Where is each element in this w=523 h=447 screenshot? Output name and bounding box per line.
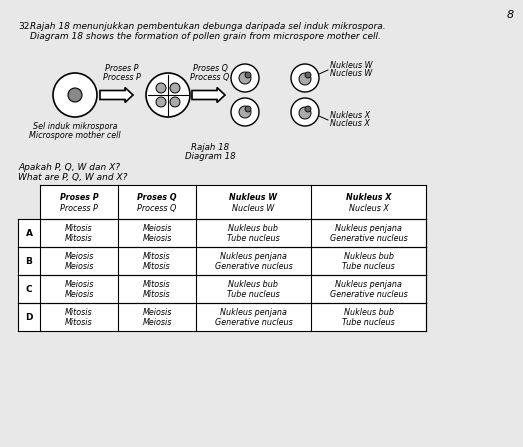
Circle shape bbox=[53, 73, 97, 117]
Text: Tube nucleus: Tube nucleus bbox=[227, 290, 280, 299]
Circle shape bbox=[291, 64, 319, 92]
Text: Tube nucleus: Tube nucleus bbox=[227, 234, 280, 243]
Circle shape bbox=[68, 88, 82, 102]
Text: Nukleus W: Nukleus W bbox=[230, 193, 278, 202]
Bar bbox=[18, 275, 40, 303]
Bar bbox=[40, 219, 426, 247]
Text: Nukleus X: Nukleus X bbox=[346, 193, 391, 202]
Text: Nukleus bub: Nukleus bub bbox=[344, 308, 393, 317]
Text: Generative nucleus: Generative nucleus bbox=[214, 262, 292, 271]
Text: Nucleus X: Nucleus X bbox=[330, 119, 370, 128]
Text: Nukleus penjana: Nukleus penjana bbox=[220, 252, 287, 261]
Circle shape bbox=[231, 98, 259, 126]
Text: 32.: 32. bbox=[18, 22, 32, 31]
Text: A: A bbox=[26, 228, 32, 237]
Text: Sel induk mikrospora: Sel induk mikrospora bbox=[33, 122, 117, 131]
Circle shape bbox=[291, 98, 319, 126]
Circle shape bbox=[245, 72, 251, 78]
Text: Nucleus X: Nucleus X bbox=[348, 204, 389, 213]
Text: Nukleus penjana: Nukleus penjana bbox=[335, 224, 402, 233]
Text: Rajah 18: Rajah 18 bbox=[191, 143, 229, 152]
Text: Meiosis: Meiosis bbox=[64, 262, 94, 271]
Text: Nucleus W: Nucleus W bbox=[330, 69, 372, 79]
Text: Diagram 18 shows the formation of pollen grain from microspore mother cell.: Diagram 18 shows the formation of pollen… bbox=[30, 32, 381, 41]
Text: Tube nucleus: Tube nucleus bbox=[342, 262, 395, 271]
Text: Meiosis: Meiosis bbox=[64, 252, 94, 261]
Circle shape bbox=[299, 107, 311, 119]
Text: Generative nucleus: Generative nucleus bbox=[214, 318, 292, 327]
Bar bbox=[18, 219, 40, 247]
Bar bbox=[18, 247, 40, 275]
Circle shape bbox=[305, 72, 311, 78]
Text: Mitosis: Mitosis bbox=[143, 262, 171, 271]
Text: Mitosis: Mitosis bbox=[65, 224, 93, 233]
Text: What are P, Q, W and X?: What are P, Q, W and X? bbox=[18, 173, 128, 182]
Bar bbox=[40, 185, 426, 219]
Text: Rajah 18 menunjukkan pembentukan debunga daripada sel induk mikrospora.: Rajah 18 menunjukkan pembentukan debunga… bbox=[30, 22, 385, 31]
Text: Meiosis: Meiosis bbox=[142, 234, 172, 243]
Text: Mitosis: Mitosis bbox=[65, 234, 93, 243]
Circle shape bbox=[305, 106, 311, 112]
Bar bbox=[18, 303, 40, 331]
Text: Proses P: Proses P bbox=[105, 64, 139, 73]
Text: Process Q: Process Q bbox=[190, 73, 230, 82]
Text: Tube nucleus: Tube nucleus bbox=[342, 318, 395, 327]
Circle shape bbox=[299, 73, 311, 85]
Text: Nukleus bub: Nukleus bub bbox=[229, 280, 279, 289]
Text: 8: 8 bbox=[506, 10, 514, 20]
Text: Nucleus W: Nucleus W bbox=[232, 204, 275, 213]
Text: Process P: Process P bbox=[60, 204, 98, 213]
Text: Nukleus W: Nukleus W bbox=[330, 62, 372, 71]
Circle shape bbox=[170, 83, 180, 93]
Text: Process Q: Process Q bbox=[138, 204, 177, 213]
Circle shape bbox=[239, 106, 251, 118]
Text: Mitosis: Mitosis bbox=[65, 308, 93, 317]
Bar bbox=[40, 247, 426, 275]
Text: Apakah P, Q, W dan X?: Apakah P, Q, W dan X? bbox=[18, 163, 120, 172]
Text: Mitosis: Mitosis bbox=[143, 280, 171, 289]
Text: Meiosis: Meiosis bbox=[64, 280, 94, 289]
Text: D: D bbox=[25, 312, 33, 321]
FancyArrow shape bbox=[100, 88, 133, 102]
Text: Process P: Process P bbox=[103, 73, 141, 82]
Text: Mitosis: Mitosis bbox=[143, 290, 171, 299]
Text: Nukleus bub: Nukleus bub bbox=[344, 252, 393, 261]
Text: Meiosis: Meiosis bbox=[142, 224, 172, 233]
FancyArrow shape bbox=[192, 88, 225, 102]
Circle shape bbox=[239, 72, 251, 84]
Circle shape bbox=[146, 73, 190, 117]
Text: Proses P: Proses P bbox=[60, 193, 98, 202]
Text: Microspore mother cell: Microspore mother cell bbox=[29, 131, 121, 140]
Circle shape bbox=[156, 83, 166, 93]
Text: Proses Q: Proses Q bbox=[192, 64, 228, 73]
Text: B: B bbox=[26, 257, 32, 266]
Bar bbox=[40, 303, 426, 331]
Circle shape bbox=[231, 64, 259, 92]
Text: Mitosis: Mitosis bbox=[65, 318, 93, 327]
Text: Nukleus penjana: Nukleus penjana bbox=[335, 280, 402, 289]
Text: Nukleus penjana: Nukleus penjana bbox=[220, 308, 287, 317]
Circle shape bbox=[156, 97, 166, 107]
Text: Meiosis: Meiosis bbox=[142, 308, 172, 317]
Text: Nukleus X: Nukleus X bbox=[330, 111, 370, 121]
Text: Diagram 18: Diagram 18 bbox=[185, 152, 235, 161]
Text: Meiosis: Meiosis bbox=[64, 290, 94, 299]
Text: C: C bbox=[26, 284, 32, 294]
Text: Meiosis: Meiosis bbox=[142, 318, 172, 327]
Text: Mitosis: Mitosis bbox=[143, 252, 171, 261]
Circle shape bbox=[245, 106, 251, 112]
Text: Proses Q: Proses Q bbox=[137, 193, 177, 202]
Text: Nukleus bub: Nukleus bub bbox=[229, 224, 279, 233]
Circle shape bbox=[170, 97, 180, 107]
Text: Generative nucleus: Generative nucleus bbox=[329, 290, 407, 299]
Text: Generative nucleus: Generative nucleus bbox=[329, 234, 407, 243]
Bar bbox=[40, 275, 426, 303]
